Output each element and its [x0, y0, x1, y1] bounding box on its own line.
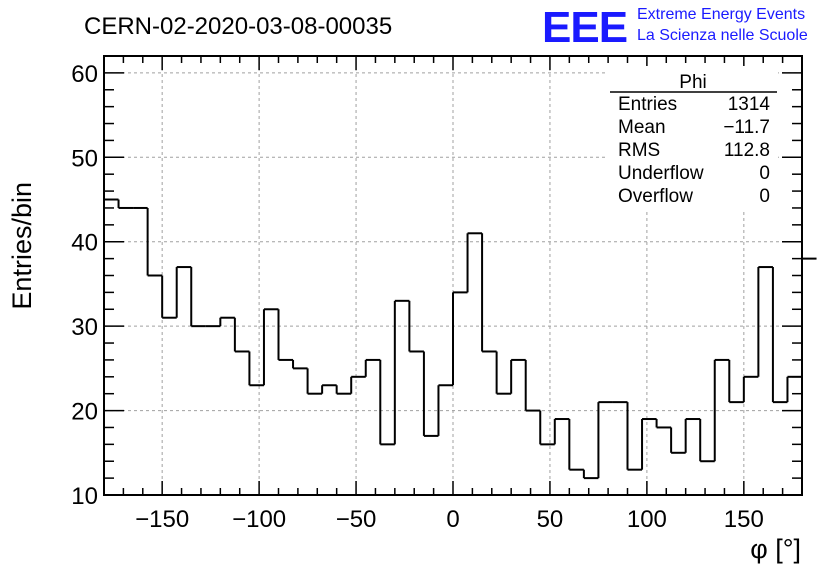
- stats-value: 0: [759, 186, 770, 207]
- y-tick-label: 20: [71, 399, 98, 426]
- chart-title: CERN-02-2020-03-08-00035: [84, 13, 392, 40]
- stats-label: Underflow: [618, 163, 704, 184]
- y-tick-label: 40: [71, 230, 98, 257]
- stats-title: Phi: [679, 72, 706, 93]
- y-axis-label: Entries/bin: [7, 182, 37, 310]
- stats-label: Entries: [618, 94, 677, 115]
- stats-value: 1314: [728, 94, 771, 115]
- stats-label: Overflow: [618, 186, 693, 207]
- x-tick-label: 0: [446, 506, 459, 533]
- y-tick-label: 60: [71, 61, 98, 88]
- eee-logo: EEE Extreme Energy Events La Scienza nel…: [542, 3, 808, 52]
- x-tick-label: 50: [537, 506, 564, 533]
- stats-box-bg: [608, 66, 778, 212]
- x-tick-label: 100: [627, 506, 667, 533]
- stats-rows: Entries 1314 Mean −11.7 RMS 112.8 Underflow 0 Ov…: [618, 94, 770, 207]
- stats-label: Mean: [618, 117, 666, 138]
- x-tick-label: −150: [135, 506, 189, 533]
- stats-value: −11.7: [723, 117, 770, 138]
- x-tick-label: −50: [336, 506, 377, 533]
- stats-value: 0: [759, 163, 770, 184]
- x-axis-label: φ [°]: [750, 534, 801, 564]
- x-tick-label: −100: [232, 506, 286, 533]
- stats-value: 112.8: [724, 140, 770, 161]
- y-tick-label: 50: [71, 145, 98, 172]
- y-tick-label: 30: [71, 314, 98, 341]
- logo-line-2: La Scienza nelle Scuole: [637, 27, 808, 44]
- x-tick-label: 150: [724, 506, 764, 533]
- axes: −150 −100 −50 0 50 100 150 10 20 30 40 50 60: [71, 55, 803, 533]
- logo-line-1: Extreme Energy Events: [637, 6, 805, 23]
- stats-box: Phi Entries 1314 Mean −11.7 RMS 112.8 Underflo…: [608, 66, 778, 212]
- stats-label: RMS: [618, 140, 660, 161]
- logo-mark: EEE: [542, 3, 627, 52]
- y-tick-label: 10: [71, 483, 98, 510]
